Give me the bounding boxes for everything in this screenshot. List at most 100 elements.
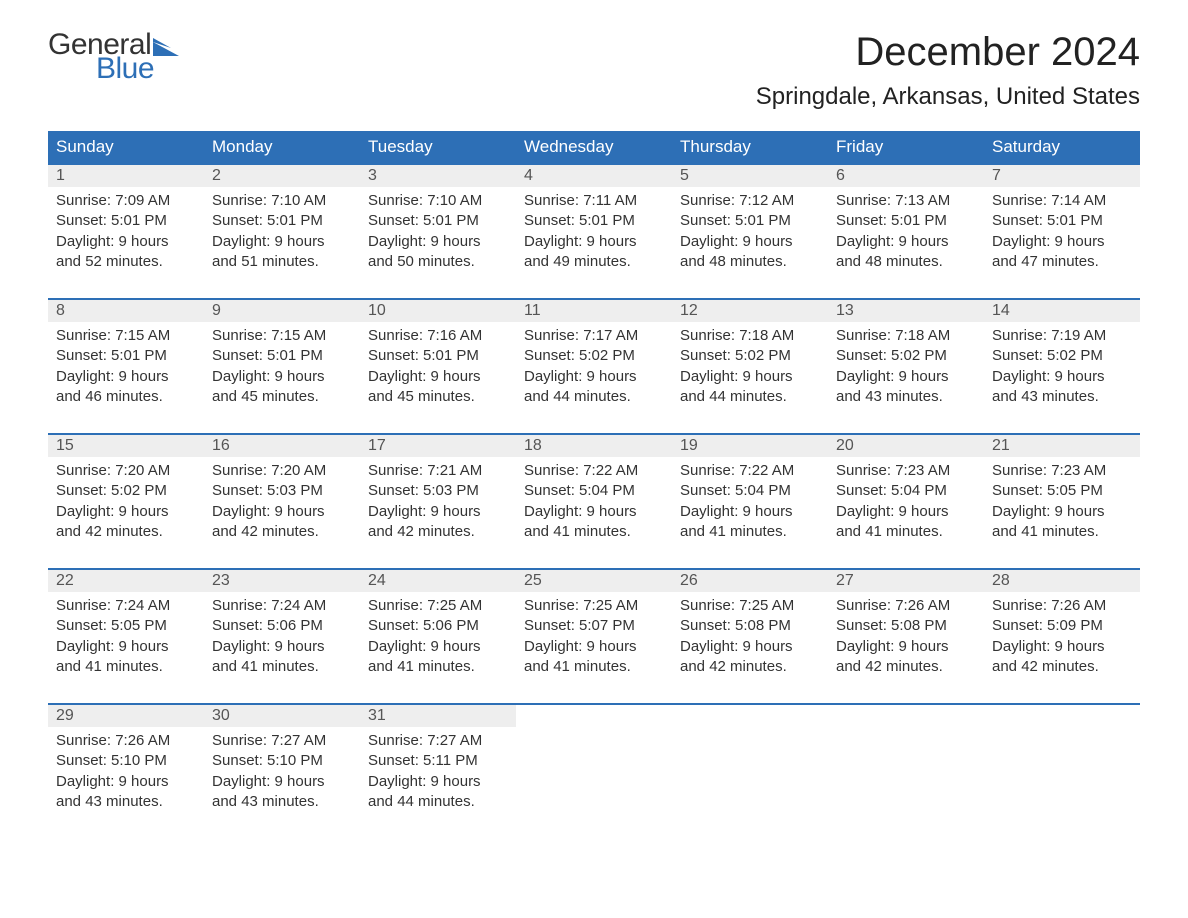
- sunset-line: Sunset: 5:01 PM: [368, 211, 508, 231]
- brand-logo: General Blue: [48, 30, 179, 84]
- day-number-cell: 28: [984, 569, 1140, 592]
- daylight-line-2: and 43 minutes.: [212, 792, 352, 812]
- day-number-cell: 8: [48, 299, 204, 322]
- sunset-line: Sunset: 5:09 PM: [992, 616, 1132, 636]
- day-body-cell: Sunrise: 7:12 AMSunset: 5:01 PMDaylight:…: [672, 187, 828, 281]
- day-header-row: Sunday Monday Tuesday Wednesday Thursday…: [48, 131, 1140, 164]
- month-title: December 2024: [756, 30, 1140, 75]
- daylight-line-2: and 45 minutes.: [368, 387, 508, 407]
- sunrise-line: Sunrise: 7:27 AM: [212, 731, 352, 751]
- day-body-cell: Sunrise: 7:17 AMSunset: 5:02 PMDaylight:…: [516, 322, 672, 416]
- brand-word-2: Blue: [96, 54, 179, 84]
- daylight-line-1: Daylight: 9 hours: [212, 637, 352, 657]
- sunrise-line: Sunrise: 7:15 AM: [56, 326, 196, 346]
- day-body-cell: Sunrise: 7:11 AMSunset: 5:01 PMDaylight:…: [516, 187, 672, 281]
- daylight-line-2: and 43 minutes.: [56, 792, 196, 812]
- day-number-cell: 21: [984, 434, 1140, 457]
- daylight-line-2: and 50 minutes.: [368, 252, 508, 272]
- daylight-line-1: Daylight: 9 hours: [836, 637, 976, 657]
- page-header: General Blue December 2024 Springdale, A…: [48, 30, 1140, 125]
- day-body-cell: Sunrise: 7:25 AMSunset: 5:07 PMDaylight:…: [516, 592, 672, 686]
- day-body-cell: Sunrise: 7:21 AMSunset: 5:03 PMDaylight:…: [360, 457, 516, 551]
- daylight-line-2: and 49 minutes.: [524, 252, 664, 272]
- daylight-line-1: Daylight: 9 hours: [836, 367, 976, 387]
- day-body-cell: Sunrise: 7:27 AMSunset: 5:11 PMDaylight:…: [360, 727, 516, 821]
- week-body-row: Sunrise: 7:26 AMSunset: 5:10 PMDaylight:…: [48, 727, 1140, 821]
- week-daynum-row: 293031: [48, 704, 1140, 727]
- day-number-cell: 5: [672, 164, 828, 187]
- daylight-line-1: Daylight: 9 hours: [56, 502, 196, 522]
- day-body-cell: Sunrise: 7:09 AMSunset: 5:01 PMDaylight:…: [48, 187, 204, 281]
- sunset-line: Sunset: 5:01 PM: [56, 211, 196, 231]
- day-body-cell: Sunrise: 7:24 AMSunset: 5:06 PMDaylight:…: [204, 592, 360, 686]
- week-body-row: Sunrise: 7:20 AMSunset: 5:02 PMDaylight:…: [48, 457, 1140, 551]
- day-body-cell: Sunrise: 7:25 AMSunset: 5:06 PMDaylight:…: [360, 592, 516, 686]
- day-number-cell: 13: [828, 299, 984, 322]
- week-separator: [48, 551, 1140, 569]
- day-body-cell: Sunrise: 7:10 AMSunset: 5:01 PMDaylight:…: [204, 187, 360, 281]
- day-number-cell: 10: [360, 299, 516, 322]
- sunrise-line: Sunrise: 7:20 AM: [56, 461, 196, 481]
- day-body-cell: [516, 727, 672, 821]
- daylight-line-1: Daylight: 9 hours: [992, 232, 1132, 252]
- week-daynum-row: 891011121314: [48, 299, 1140, 322]
- sunset-line: Sunset: 5:05 PM: [992, 481, 1132, 501]
- daylight-line-2: and 41 minutes.: [212, 657, 352, 677]
- day-header: Wednesday: [516, 131, 672, 164]
- day-number-cell: 24: [360, 569, 516, 592]
- sunset-line: Sunset: 5:01 PM: [836, 211, 976, 231]
- day-body-cell: Sunrise: 7:10 AMSunset: 5:01 PMDaylight:…: [360, 187, 516, 281]
- daylight-line-1: Daylight: 9 hours: [992, 637, 1132, 657]
- day-body-cell: Sunrise: 7:27 AMSunset: 5:10 PMDaylight:…: [204, 727, 360, 821]
- sunrise-line: Sunrise: 7:23 AM: [992, 461, 1132, 481]
- day-body-cell: Sunrise: 7:16 AMSunset: 5:01 PMDaylight:…: [360, 322, 516, 416]
- daylight-line-1: Daylight: 9 hours: [56, 637, 196, 657]
- sunset-line: Sunset: 5:05 PM: [56, 616, 196, 636]
- day-number-cell: [828, 704, 984, 727]
- daylight-line-1: Daylight: 9 hours: [368, 772, 508, 792]
- daylight-line-2: and 52 minutes.: [56, 252, 196, 272]
- daylight-line-1: Daylight: 9 hours: [368, 367, 508, 387]
- sunset-line: Sunset: 5:11 PM: [368, 751, 508, 771]
- day-body-cell: Sunrise: 7:13 AMSunset: 5:01 PMDaylight:…: [828, 187, 984, 281]
- day-header: Thursday: [672, 131, 828, 164]
- day-header: Friday: [828, 131, 984, 164]
- sunrise-line: Sunrise: 7:26 AM: [836, 596, 976, 616]
- calendar-table: Sunday Monday Tuesday Wednesday Thursday…: [48, 131, 1140, 821]
- sunset-line: Sunset: 5:10 PM: [56, 751, 196, 771]
- day-body-cell: [672, 727, 828, 821]
- sunset-line: Sunset: 5:01 PM: [56, 346, 196, 366]
- day-number-cell: 25: [516, 569, 672, 592]
- day-number-cell: 6: [828, 164, 984, 187]
- day-header: Monday: [204, 131, 360, 164]
- daylight-line-2: and 44 minutes.: [680, 387, 820, 407]
- day-number-cell: 31: [360, 704, 516, 727]
- day-number-cell: 22: [48, 569, 204, 592]
- daylight-line-2: and 46 minutes.: [56, 387, 196, 407]
- sunset-line: Sunset: 5:04 PM: [836, 481, 976, 501]
- daylight-line-1: Daylight: 9 hours: [56, 772, 196, 792]
- daylight-line-1: Daylight: 9 hours: [212, 502, 352, 522]
- daylight-line-1: Daylight: 9 hours: [680, 637, 820, 657]
- day-header: Saturday: [984, 131, 1140, 164]
- sunset-line: Sunset: 5:03 PM: [212, 481, 352, 501]
- daylight-line-1: Daylight: 9 hours: [212, 232, 352, 252]
- sunrise-line: Sunrise: 7:22 AM: [524, 461, 664, 481]
- sunset-line: Sunset: 5:04 PM: [524, 481, 664, 501]
- day-number-cell: 2: [204, 164, 360, 187]
- day-number-cell: 20: [828, 434, 984, 457]
- daylight-line-2: and 48 minutes.: [680, 252, 820, 272]
- day-number-cell: 3: [360, 164, 516, 187]
- daylight-line-2: and 41 minutes.: [680, 522, 820, 542]
- daylight-line-1: Daylight: 9 hours: [836, 502, 976, 522]
- sunrise-line: Sunrise: 7:24 AM: [212, 596, 352, 616]
- daylight-line-2: and 51 minutes.: [212, 252, 352, 272]
- week-body-row: Sunrise: 7:09 AMSunset: 5:01 PMDaylight:…: [48, 187, 1140, 281]
- sunset-line: Sunset: 5:07 PM: [524, 616, 664, 636]
- daylight-line-2: and 44 minutes.: [368, 792, 508, 812]
- daylight-line-1: Daylight: 9 hours: [212, 367, 352, 387]
- day-number-cell: [516, 704, 672, 727]
- sunrise-line: Sunrise: 7:25 AM: [680, 596, 820, 616]
- week-separator: [48, 416, 1140, 434]
- sunset-line: Sunset: 5:08 PM: [680, 616, 820, 636]
